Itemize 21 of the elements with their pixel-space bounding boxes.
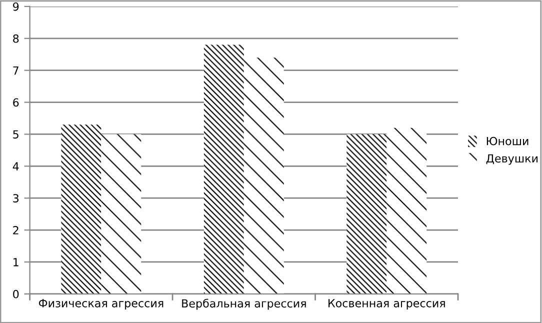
- y-tick-label: 2: [13, 226, 18, 234]
- bar: [204, 44, 244, 294]
- y-tick-label: 4: [12, 162, 19, 170]
- y-tick-label: 6: [13, 98, 19, 107]
- x-tick-label: Физическая агрессия: [38, 299, 164, 310]
- bar: [346, 134, 387, 294]
- legend-label: Юноши: [486, 136, 528, 146]
- bar: [386, 128, 427, 294]
- y-tick-label: 5: [13, 130, 18, 139]
- y-tick-label: 9: [13, 2, 19, 11]
- y-tick-label: 1: [14, 258, 18, 266]
- y-tick-label: 3: [13, 194, 19, 202]
- bar: [61, 124, 102, 294]
- x-tick-label: Косвенная агрессия: [328, 299, 445, 310]
- y-tick-label: 7: [13, 66, 18, 75]
- y-tick-label: 8: [13, 34, 19, 43]
- y-tick-label: 0: [13, 290, 19, 298]
- x-tick-label: Вербальная агрессия: [182, 298, 306, 310]
- bar: [244, 58, 284, 294]
- bar: [101, 134, 142, 294]
- legend-label: Девушки: [486, 154, 538, 165]
